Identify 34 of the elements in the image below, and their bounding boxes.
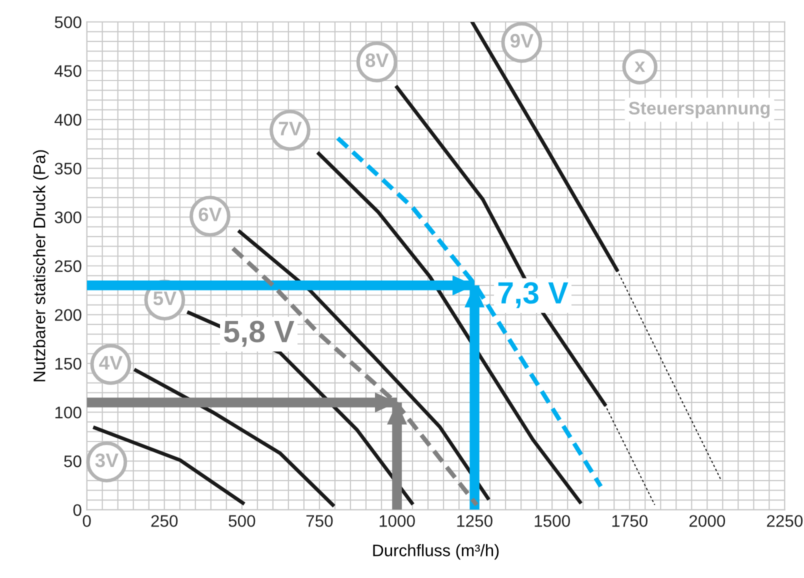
annotation: 3V (95, 453, 118, 468)
x-tick-label: 2250 (767, 515, 803, 527)
x-tick-label: 2000 (689, 515, 726, 527)
y-tick-label: 350 (54, 162, 82, 175)
x-tick-label: 250 (151, 515, 178, 527)
y-tick-label: 0 (73, 504, 82, 516)
series-label: 5,8 V (224, 320, 294, 347)
x-tick-label: 1250 (457, 515, 492, 527)
y-axis-title: Nutzbarer statischer Druck (Pa) (33, 150, 49, 382)
annotation: 7V (278, 122, 302, 136)
y-tick-label: 500 (54, 16, 82, 28)
annotation: 9V (510, 34, 534, 48)
y-tick-label: 250 (55, 260, 82, 272)
annotation: 8V (366, 53, 389, 68)
y-tick-label: 50 (64, 455, 82, 468)
x-tick-label: 1500 (534, 515, 570, 527)
x-tick-label: 500 (228, 515, 256, 527)
annotation: 6V (198, 208, 222, 222)
legend-label: 7,3 V (498, 282, 568, 308)
x-tick-label: 750 (306, 515, 333, 527)
y-tick-label: 100 (55, 406, 82, 418)
x-axis-title: Durchfluss (m³/h) (373, 544, 499, 560)
y-tick-label: 200 (55, 309, 82, 321)
annotation: x (634, 62, 646, 72)
x-tick-label: 1000 (380, 515, 415, 527)
y-tick-label: 450 (54, 65, 82, 77)
y-tick-label: 150 (55, 358, 82, 370)
annotation: 4V (99, 356, 122, 370)
y-tick-label: 400 (54, 114, 82, 126)
legend-title: Steuerspannung (628, 102, 770, 118)
annotation: 5V (153, 292, 176, 306)
x-tick-label: 0 (82, 515, 91, 527)
y-tick-label: 300 (54, 212, 82, 224)
x-tick-label: 1750 (612, 515, 648, 527)
